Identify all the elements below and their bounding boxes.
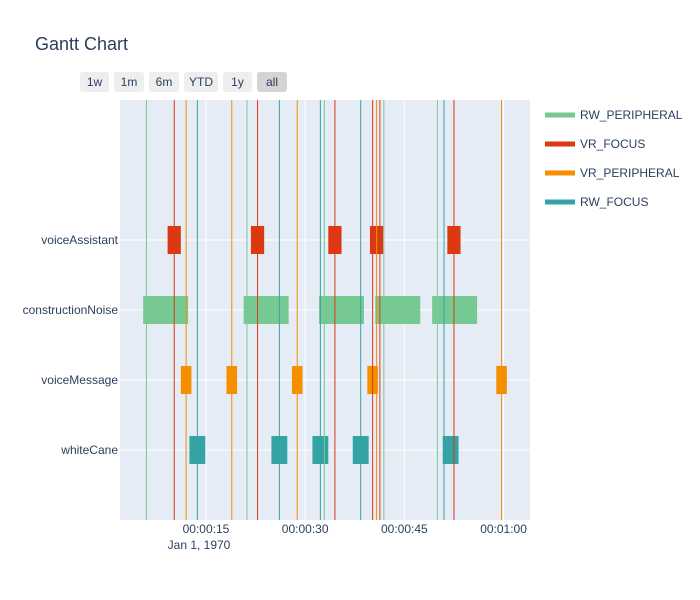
y-tick-label: voiceAssistant bbox=[41, 233, 118, 247]
range-button-1w[interactable]: 1w bbox=[80, 72, 109, 92]
legend-item-vr_peripheral[interactable]: VR_PERIPHERAL bbox=[545, 166, 680, 180]
legend-label: VR_PERIPHERAL bbox=[580, 166, 680, 180]
y-axis-ticks: whiteCane voiceMessage constructionNoise vo… bbox=[23, 233, 119, 457]
x-tick-label: 00:00:30 bbox=[282, 522, 329, 536]
task-bar-constructionNoise[interactable] bbox=[375, 296, 420, 324]
range-button-6m[interactable]: 6m bbox=[149, 72, 179, 92]
task-bar-constructionNoise[interactable] bbox=[432, 296, 477, 324]
y-tick-label: voiceMessage bbox=[41, 373, 118, 387]
legend-label: RW_FOCUS bbox=[580, 195, 648, 209]
range-button-ytd[interactable]: YTD bbox=[184, 72, 218, 92]
legend-label: VR_FOCUS bbox=[580, 137, 645, 151]
x-tick-label: 00:01:00 bbox=[480, 522, 527, 536]
task-bar-constructionNoise[interactable] bbox=[319, 296, 364, 324]
y-tick-label: constructionNoise bbox=[23, 303, 119, 317]
task-bar-whiteCane[interactable] bbox=[443, 436, 459, 464]
range-button-label: YTD bbox=[189, 75, 213, 89]
legend-item-rw_focus[interactable]: RW_FOCUS bbox=[545, 195, 648, 209]
range-button-label: 1w bbox=[87, 75, 103, 89]
range-button-label: 6m bbox=[156, 75, 173, 89]
range-button-label: all bbox=[266, 75, 278, 89]
task-bar-constructionNoise[interactable] bbox=[143, 296, 188, 324]
legend-item-vr_focus[interactable]: VR_FOCUS bbox=[545, 137, 645, 151]
range-selector: 1w 1m 6m YTD 1y all bbox=[80, 72, 287, 92]
range-button-all[interactable]: all bbox=[257, 72, 287, 92]
y-tick-label: whiteCane bbox=[60, 443, 118, 457]
legend: RW_PERIPHERAL VR_FOCUS VR_PERIPHERAL RW_FOC… bbox=[545, 108, 683, 209]
range-button-1y[interactable]: 1y bbox=[223, 72, 252, 92]
range-button-label: 1y bbox=[231, 75, 244, 89]
chart-title: Gantt Chart bbox=[35, 34, 128, 54]
range-button-1m[interactable]: 1m bbox=[114, 72, 144, 92]
legend-item-rw_peripheral[interactable]: RW_PERIPHERAL bbox=[545, 108, 683, 122]
x-tick-label: 00:00:45 bbox=[381, 522, 428, 536]
legend-label: RW_PERIPHERAL bbox=[580, 108, 683, 122]
x-tick-label: 00:00:15 bbox=[183, 522, 230, 536]
x-axis-date-label: Jan 1, 1970 bbox=[168, 538, 231, 552]
task-bar-constructionNoise[interactable] bbox=[244, 296, 289, 324]
range-button-label: 1m bbox=[121, 75, 138, 89]
x-axis-ticks: 00:00:15 00:00:30 00:00:45 00:01:00 bbox=[183, 522, 528, 536]
